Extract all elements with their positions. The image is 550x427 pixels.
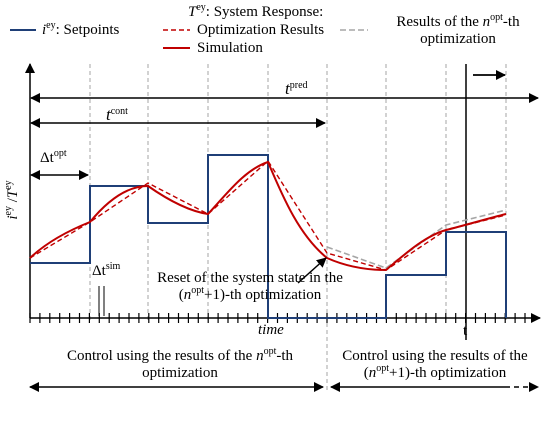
setpoints-line xyxy=(30,154,507,319)
nopt-results-line xyxy=(326,209,507,269)
legend-nopt-results: Results of the nopt-th optimization xyxy=(396,12,520,48)
t-pred-label: tpred xyxy=(285,79,308,98)
optimization-results-line xyxy=(29,159,507,271)
dt-opt-label: Δtopt xyxy=(40,148,67,167)
dt-sim-label: Δtsim xyxy=(92,261,121,280)
t-marker-label: t xyxy=(463,323,468,339)
dt-sim-marks xyxy=(98,286,105,316)
t-cont-label: tcont xyxy=(106,105,128,124)
bottom-left-text: Control using the results of the nopt-th… xyxy=(66,346,294,382)
simulation-line xyxy=(29,160,507,272)
legend-optimization-results: Optimization Results xyxy=(197,22,325,38)
legend-setpoints: iey: Setpoints xyxy=(42,20,120,39)
legend-response-title: Tey: System Response: xyxy=(188,2,324,21)
y-axis-label: iey /Tey xyxy=(3,180,21,219)
grid-lines xyxy=(89,64,507,390)
bottom-right-text: Control using the results of the (nopt+1… xyxy=(342,348,528,381)
legend xyxy=(10,29,368,49)
reset-annotation: Reset of the system state in the (nopt+1… xyxy=(157,270,343,303)
reset-annotation-arrow xyxy=(297,257,327,284)
x-axis-label: time xyxy=(258,322,284,338)
legend-simulation: Simulation xyxy=(197,40,263,56)
